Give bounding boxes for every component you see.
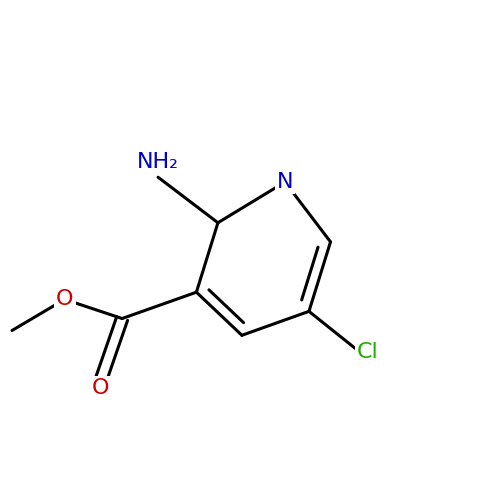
Text: NH₂: NH₂ xyxy=(137,152,179,172)
Text: O: O xyxy=(56,289,73,309)
Text: O: O xyxy=(92,378,109,398)
Text: Cl: Cl xyxy=(357,342,378,362)
Text: N: N xyxy=(277,172,293,192)
